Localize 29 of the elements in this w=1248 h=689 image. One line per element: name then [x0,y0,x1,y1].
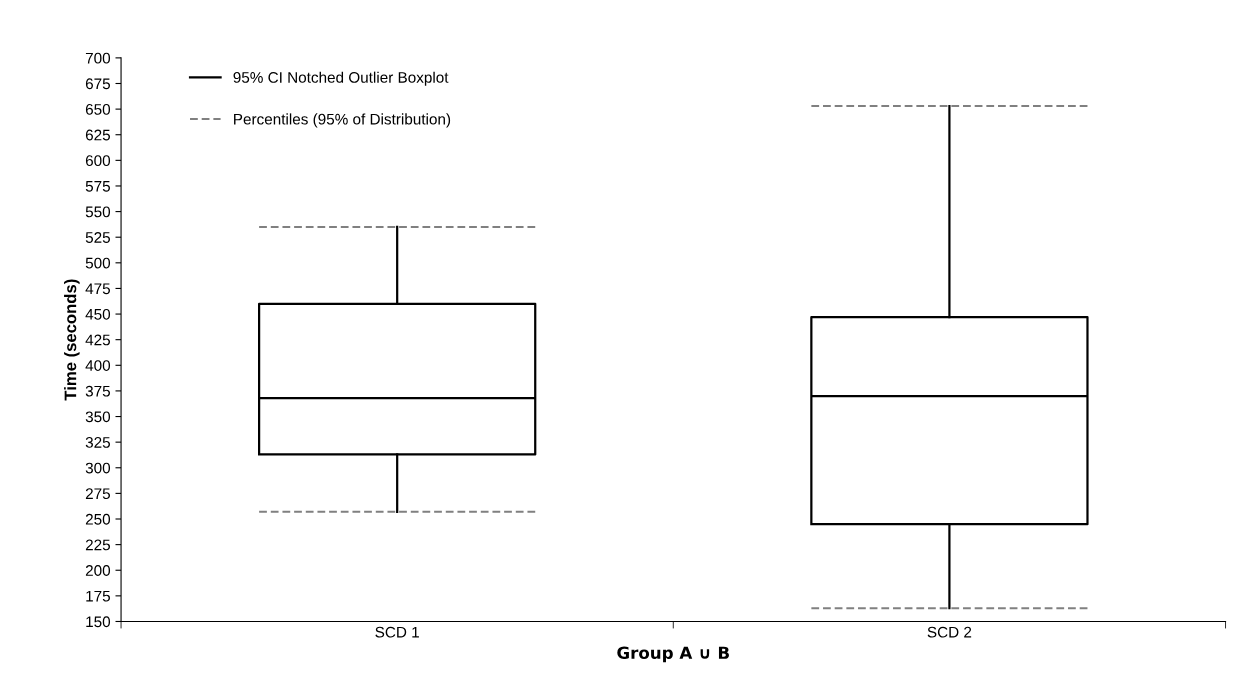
y-tick-label: 300 [85,462,111,474]
y-tick-label: 225 [85,539,110,551]
legend-label: Percentiles (95% of Distribution) [234,113,451,128]
y-tick-label: 600 [85,155,111,167]
y-tick-label: 350 [85,411,111,423]
y-tick-label: 200 [85,565,111,576]
y-tick-label: 150 [86,616,111,628]
y-tick-label: 450 [85,308,111,320]
y-tick-label: 400 [85,360,111,371]
y-tick-label: 525 [85,232,110,243]
y-tick-label: 650 [85,103,111,115]
y-tick-label: 475 [85,283,110,295]
y-tick-label: 575 [85,180,110,192]
y-tick-label: 325 [85,437,110,448]
y-tick-label: 275 [85,488,110,500]
y-tick-label: 500 [85,257,111,269]
x-tick-label: SCD 2 [927,626,972,638]
y-tick-label: 175 [86,590,110,602]
y-tick-label: 700 [85,52,111,64]
y-tick-label: 550 [85,206,111,218]
legend-label: 95% CI Notched Outlier Boxplot [233,71,449,86]
x-axis-title: Group A ∪ B [617,646,729,663]
y-tick-label: 675 [85,78,110,90]
x-tick-label: SCD 1 [375,626,419,638]
y-tick-label: 625 [85,129,110,141]
y-tick-label: 250 [85,513,111,525]
y-tick-label: 425 [85,334,110,346]
y-tick-label: 375 [85,385,110,397]
y-axis-title: Time (seconds) [64,279,80,401]
